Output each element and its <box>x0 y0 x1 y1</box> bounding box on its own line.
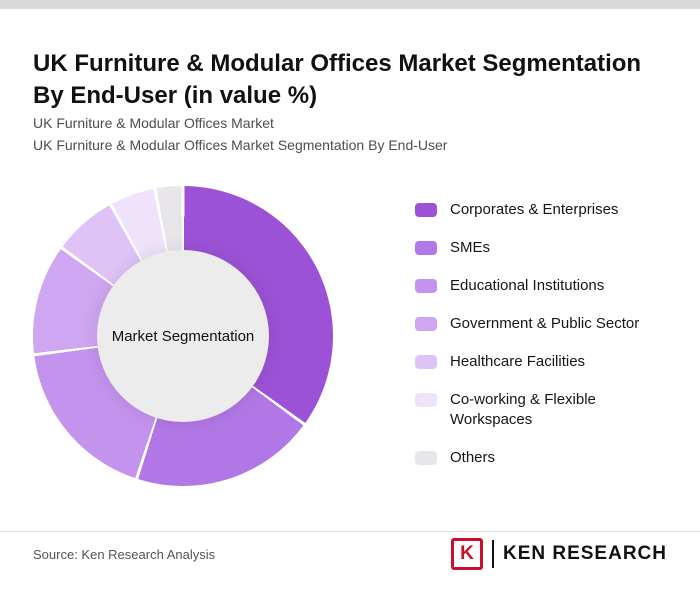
donut-hole: Market Segmentation <box>97 250 269 422</box>
legend-swatch <box>415 279 437 293</box>
legend-label: Healthcare Facilities <box>450 353 586 370</box>
subtitle-line-2: UK Furniture & Modular Offices Market Se… <box>33 137 448 153</box>
legend-label: Co-working & Flexible Workspaces <box>450 391 596 428</box>
legend-label: SMEs <box>450 239 491 256</box>
logo-separator <box>491 540 494 568</box>
legend-swatch <box>415 241 437 255</box>
legend-item: Government & Public Sector <box>415 314 665 334</box>
donut-center-label: Market Segmentation <box>111 327 255 345</box>
subtitle-line-1: UK Furniture & Modular Offices Market <box>33 115 274 131</box>
page-title: UK Furniture & Modular Offices Market Se… <box>33 50 642 109</box>
footer-divider <box>0 531 700 532</box>
top-bar <box>0 0 700 9</box>
legend-label: Government & Public Sector <box>450 315 640 332</box>
legend-item: Educational Institutions <box>415 276 665 296</box>
legend-label: Educational Institutions <box>450 277 605 294</box>
legend-item: Corporates & Enterprises <box>415 200 665 220</box>
legend-item: Others <box>415 448 665 468</box>
legend-label: Others <box>450 449 496 466</box>
brand-name: KEN RESEARCH <box>502 543 667 564</box>
legend-item: Co-working & Flexible Workspaces <box>415 390 665 430</box>
legend-swatch <box>415 317 437 331</box>
subtitle-block: UK Furniture & Modular Offices Market UK… <box>33 112 653 156</box>
source-text: Source: Ken Research Analysis <box>33 547 216 562</box>
legend-item: SMEs <box>415 238 665 258</box>
ken-research-logo-icon: K <box>450 538 483 570</box>
legend-swatch <box>415 393 437 407</box>
legend-item: Healthcare Facilities <box>415 352 665 372</box>
legend-label: Corporates & Enterprises <box>450 201 619 218</box>
legend-swatch <box>415 203 437 217</box>
ken-research-logo: K KEN RESEARCH <box>450 538 667 570</box>
legend-swatch <box>415 451 437 465</box>
donut-chart: Market Segmentation <box>33 186 333 486</box>
chart-legend: Corporates & Enterprises SMEs Educational … <box>415 200 665 486</box>
legend-swatch <box>415 355 437 369</box>
